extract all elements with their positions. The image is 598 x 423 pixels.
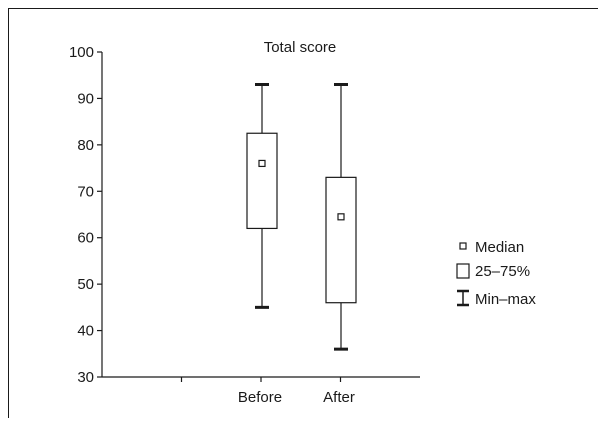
legend-median-marker xyxy=(460,243,466,249)
box-before: Before xyxy=(238,85,282,407)
legend-median-label: Median xyxy=(475,239,524,256)
legend: Median 25–75% Min–max xyxy=(457,239,536,308)
legend-item-iqr: 25–75% xyxy=(457,263,530,280)
boxes: Before After xyxy=(238,85,356,407)
chart-title: Total score xyxy=(264,39,337,56)
y-tick-label: 40 xyxy=(77,323,94,340)
legend-iqr-label: 25–75% xyxy=(475,263,530,280)
y-tick-label: 80 xyxy=(77,137,94,154)
x-category-label: After xyxy=(323,389,355,406)
y-tick-label: 100 xyxy=(69,44,94,61)
frame xyxy=(9,9,598,419)
axes: 30 40 50 60 70 80 90 100 xyxy=(69,44,420,386)
iqr-box xyxy=(326,177,356,302)
legend-item-range: Min–max xyxy=(457,291,536,308)
y-tick-label: 50 xyxy=(77,276,94,293)
box-after: After xyxy=(323,85,356,407)
y-tick-label: 30 xyxy=(77,369,94,386)
y-tick-label: 60 xyxy=(77,230,94,247)
legend-item-median: Median xyxy=(460,239,524,256)
median-marker xyxy=(259,160,265,166)
x-category-label: Before xyxy=(238,389,282,406)
median-marker xyxy=(338,214,344,220)
y-tick-label: 70 xyxy=(77,183,94,200)
legend-iqr-marker xyxy=(457,264,469,278)
iqr-box xyxy=(247,133,277,228)
y-tick-label: 90 xyxy=(77,90,94,107)
legend-range-label: Min–max xyxy=(475,291,536,308)
